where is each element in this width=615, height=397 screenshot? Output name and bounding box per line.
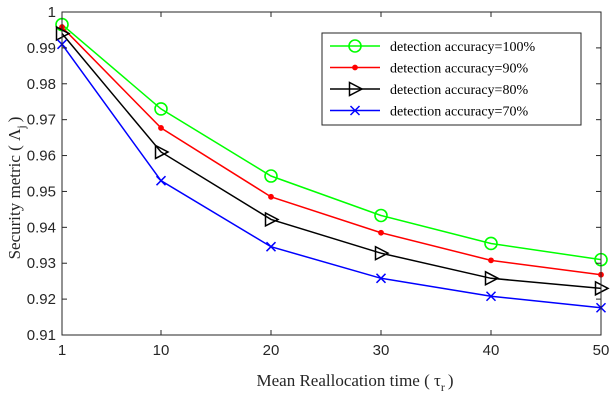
legend: detection accuracy=100% detection accurac… <box>321 32 582 126</box>
y-tick-label: 0.97 <box>27 112 56 129</box>
data-point <box>374 245 390 261</box>
data-point <box>158 125 164 131</box>
legend-item: detection accuracy=80% <box>330 81 528 98</box>
data-point <box>155 175 167 186</box>
legend-item: detection accuracy=100% <box>330 39 535 55</box>
x-axis-label-subscript: r <box>441 380 445 394</box>
y-axis-label: Security metric ( Λj) <box>5 117 28 260</box>
data-point <box>488 257 494 264</box>
legend-swatch-marker <box>352 64 358 71</box>
legend-swatch-marker <box>348 81 364 97</box>
data-point <box>264 169 278 183</box>
y-axis-label-end: ) <box>5 117 24 123</box>
x-axis-label-main: Mean Reallocation time ( τ <box>257 371 441 390</box>
legend-label: detection accuracy=100% <box>390 40 535 55</box>
data-point <box>268 193 274 200</box>
data-point <box>265 241 277 252</box>
y-axis-label-subscript: j <box>14 125 28 129</box>
series-line <box>61 23 602 261</box>
x-tick-label: 20 <box>263 342 280 359</box>
series-line <box>61 33 602 290</box>
legend-item: detection accuracy=90% <box>330 62 528 77</box>
legend-label: detection accuracy=70% <box>390 105 528 120</box>
data-point <box>485 291 497 302</box>
legend-swatch-marker <box>349 105 361 116</box>
series-4 <box>56 39 607 313</box>
data-point <box>594 280 610 297</box>
y-tick-label: 0.94 <box>27 219 56 236</box>
y-tick-label: 0.92 <box>27 291 56 308</box>
data-point <box>154 102 168 116</box>
y-axis-label-main: Security metric ( Λ <box>5 128 24 259</box>
y-tick-label: 0.99 <box>27 40 56 57</box>
series-line <box>61 26 602 276</box>
legend-box <box>321 32 582 126</box>
data-point <box>484 270 500 287</box>
legend-label: detection accuracy=80% <box>390 83 528 98</box>
x-axis-label-end: ) <box>448 371 454 390</box>
data-point <box>264 211 280 228</box>
x-axis-label: Mean Reallocation time ( τr) <box>257 371 454 394</box>
ticks-layer: 1 10 20 30 40 50 0.91 0.92 0.93 0.94 0.95 0.96 0.97 0… <box>27 4 610 359</box>
y-tick-label: 1 <box>48 4 56 21</box>
legend-item: detection accuracy=70% <box>330 105 528 120</box>
data-point <box>375 273 387 284</box>
data-point <box>154 144 170 160</box>
x-tick-label: 40 <box>483 342 500 359</box>
legend-label: detection accuracy=90% <box>390 62 528 77</box>
x-tick-label: 50 <box>593 342 610 359</box>
plot-area-frame <box>61 11 602 336</box>
x-tick-label: 30 <box>373 342 390 359</box>
y-tick-label: 0.91 <box>27 327 56 344</box>
y-tick-label: 0.93 <box>27 255 56 272</box>
series-line <box>61 43 602 309</box>
data-point <box>484 236 498 251</box>
x-tick-label: 1 <box>58 342 66 359</box>
y-tick-label: 0.98 <box>27 76 56 93</box>
legend-swatch-marker <box>348 39 362 53</box>
y-tick-label: 0.95 <box>27 183 56 200</box>
x-tick-label: 10 <box>153 342 170 359</box>
y-tick-label: 0.96 <box>27 148 56 165</box>
data-point <box>374 208 388 223</box>
series-3 <box>55 25 610 297</box>
data-point <box>55 25 71 42</box>
data-point <box>378 229 384 236</box>
